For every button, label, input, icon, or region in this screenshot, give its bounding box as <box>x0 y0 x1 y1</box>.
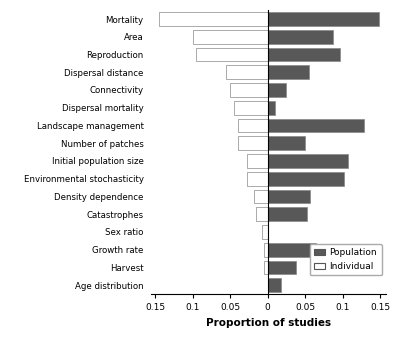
Bar <box>267 12 378 26</box>
Bar <box>267 261 296 274</box>
Bar <box>226 65 267 79</box>
Bar <box>264 243 267 257</box>
Bar <box>238 119 267 132</box>
Bar <box>193 30 267 44</box>
Bar <box>267 154 348 168</box>
X-axis label: Proportion of studies: Proportion of studies <box>206 318 331 328</box>
Bar <box>267 243 316 257</box>
Bar <box>254 190 267 203</box>
Bar <box>267 207 306 221</box>
Bar <box>267 172 344 186</box>
Bar <box>267 190 310 203</box>
Bar <box>267 83 286 97</box>
Bar <box>267 278 281 292</box>
Bar <box>246 172 267 186</box>
Bar <box>238 136 267 150</box>
Bar <box>267 65 309 79</box>
Bar <box>264 261 267 274</box>
Bar <box>246 154 267 168</box>
Bar <box>159 12 267 26</box>
Bar <box>196 48 267 62</box>
Bar <box>256 207 267 221</box>
Bar <box>267 119 363 132</box>
Bar <box>267 136 305 150</box>
Bar <box>267 101 275 115</box>
Bar <box>230 83 267 97</box>
Bar <box>267 30 333 44</box>
Bar <box>267 48 340 62</box>
Legend: Population, Individual: Population, Individual <box>310 244 382 275</box>
Bar <box>261 225 267 239</box>
Bar <box>234 101 267 115</box>
